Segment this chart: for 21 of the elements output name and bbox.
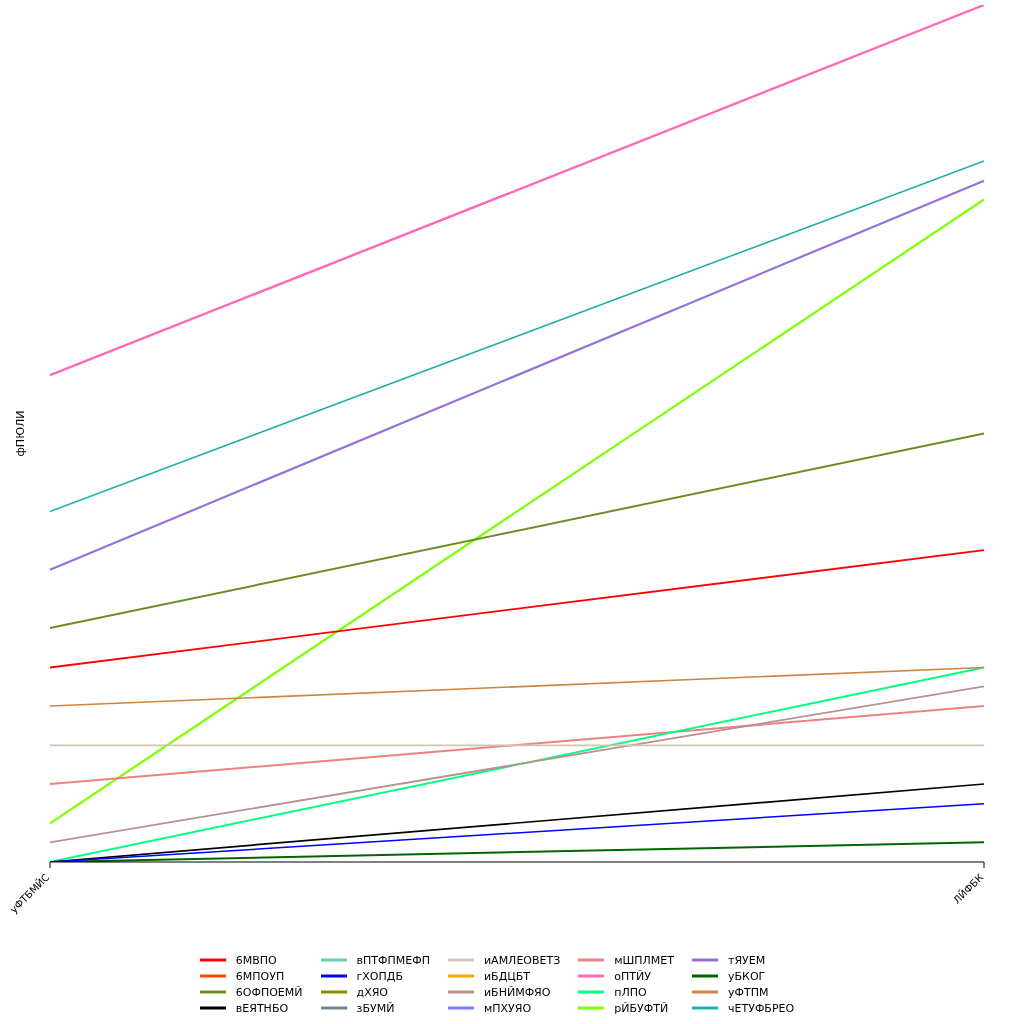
legend-label: 6МВПО (235, 953, 277, 967)
legend-label: иБНЙМФЯО (483, 985, 551, 999)
y-axis-title: фПЮЛИ (13, 410, 27, 457)
legend-label: тЯУЕМ (728, 953, 766, 967)
legend-label: иАМЛЕОВЕТЗ (483, 953, 561, 967)
legend-label: уФТПМ (728, 985, 769, 999)
legend-label: иБДЦБТ (483, 969, 531, 983)
legend-label: вЕЯТНБО (235, 1001, 289, 1015)
legend-label: уБКОГ (728, 969, 766, 983)
legend-label: зБУМЙ (356, 1001, 395, 1015)
legend-label: мПХУЯО (483, 1001, 532, 1015)
legend-label: 6МПОУП (235, 969, 285, 983)
legend-label: гХОПДБ (356, 969, 403, 983)
legend-label: рЙБУФТЙ (614, 1001, 669, 1015)
legend-label: чЕТУФБРЕО (728, 1001, 795, 1015)
legend-label: пЛПО (614, 985, 647, 999)
legend-label: вПТФПМЕФП (356, 953, 430, 967)
legend-label: дХЯО (356, 985, 388, 999)
legend-label: мШПЛМЕТ (614, 953, 675, 967)
legend-label: оПТЙУ (614, 969, 651, 983)
legend-label: 6ОФПОЕМЙ (235, 985, 303, 999)
